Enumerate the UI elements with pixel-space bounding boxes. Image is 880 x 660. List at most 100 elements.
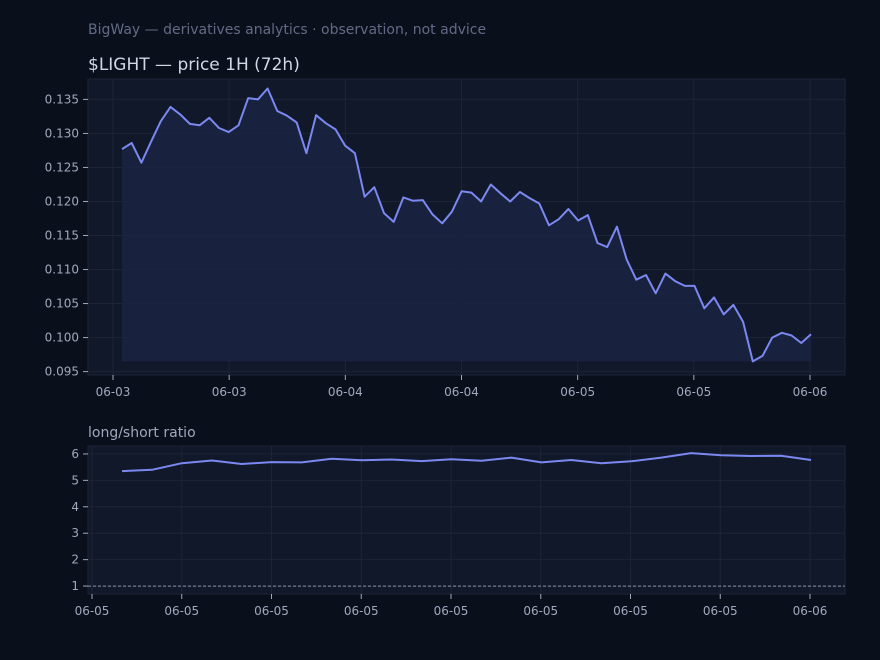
- p-point-27: [381, 210, 387, 216]
- p-y-tick-label-4: 0.115: [45, 229, 79, 243]
- p-point-28: [391, 219, 397, 225]
- r-point-15: [568, 457, 574, 463]
- p-point-70: [798, 340, 804, 346]
- p-point-20: [313, 112, 319, 118]
- p-point-61: [711, 294, 717, 300]
- p-point-13: [245, 95, 251, 101]
- ratio-y-axis: 1 2 3 4 5 6: [71, 447, 88, 593]
- p-point-38: [488, 181, 494, 187]
- p-point-30: [410, 198, 416, 204]
- p-y-tick-label-2: 0.105: [45, 297, 79, 311]
- r-point-8: [359, 457, 365, 463]
- r-y-tick-label-1: 2: [71, 553, 79, 567]
- r-point-6: [299, 459, 305, 465]
- p-point-45: [556, 216, 562, 222]
- p-point-33: [439, 220, 445, 226]
- p-point-11: [226, 129, 232, 135]
- p-point-1: [129, 140, 135, 146]
- p-point-8: [197, 122, 203, 128]
- r-point-10: [419, 458, 425, 464]
- ratio-x-axis: 06-05 06-05 06-05 06-05 06-05 06-05 06-05 06-05…: [75, 594, 828, 618]
- p-x-tick-label-1: 06-03: [212, 385, 247, 399]
- p-point-24: [352, 150, 358, 156]
- r-x-tick-label-5: 06-05: [523, 604, 558, 618]
- p-x-tick-label-5: 06-05: [676, 385, 711, 399]
- p-point-14: [255, 96, 261, 102]
- p-point-59: [692, 283, 698, 289]
- p-point-9: [206, 115, 212, 121]
- p-point-5: [168, 104, 174, 110]
- p-point-56: [662, 271, 668, 277]
- p-point-47: [575, 218, 581, 224]
- r-y-tick-label-2: 3: [71, 526, 79, 540]
- r-point-11: [449, 456, 455, 462]
- p-point-48: [585, 212, 591, 218]
- p-point-34: [449, 209, 455, 215]
- p-point-4: [158, 118, 164, 124]
- p-point-0: [119, 146, 125, 152]
- r-point-14: [538, 459, 544, 465]
- p-point-60: [701, 305, 707, 311]
- r-x-tick-label-8: 06-06: [793, 604, 828, 618]
- p-point-17: [284, 113, 290, 119]
- p-point-3: [148, 139, 154, 145]
- p-point-65: [750, 358, 756, 364]
- r-point-21: [748, 453, 754, 459]
- r-point-22: [778, 453, 784, 459]
- r-point-20: [718, 452, 724, 458]
- p-point-51: [614, 224, 620, 230]
- p-y-tick-label-8: 0.135: [45, 92, 79, 106]
- p-point-42: [527, 195, 533, 201]
- p-y-tick-label-1: 0.100: [45, 331, 79, 345]
- p-point-66: [759, 353, 765, 359]
- p-point-18: [294, 120, 300, 126]
- r-y-tick-label-3: 4: [71, 500, 79, 514]
- r-point-2: [179, 460, 185, 466]
- p-y-tick-label-6: 0.125: [45, 160, 79, 174]
- p-point-68: [779, 330, 785, 336]
- r-point-12: [478, 458, 484, 464]
- p-x-tick-label-4: 06-05: [560, 385, 595, 399]
- p-point-19: [303, 150, 309, 156]
- p-x-tick-label-3: 06-04: [444, 385, 479, 399]
- price-y-axis: 0.095 0.100 0.105 0.110 0.115 0.120 0.125 0.130…: [45, 92, 88, 379]
- p-point-49: [595, 240, 601, 246]
- p-y-tick-label-3: 0.110: [45, 263, 79, 277]
- r-point-23: [808, 457, 814, 463]
- r-point-1: [149, 467, 155, 473]
- p-y-tick-label-0: 0.095: [45, 365, 79, 379]
- p-point-67: [769, 335, 775, 341]
- p-point-57: [672, 278, 678, 284]
- p-point-29: [400, 194, 406, 200]
- ratio-line: [121, 452, 812, 473]
- p-point-58: [682, 283, 688, 289]
- p-point-50: [604, 244, 610, 250]
- p-y-tick-label-7: 0.130: [45, 126, 79, 140]
- p-point-35: [459, 188, 465, 194]
- r-x-tick-label-3: 06-05: [344, 604, 379, 618]
- r-y-tick-label-0: 1: [71, 579, 79, 593]
- p-point-44: [546, 222, 552, 228]
- price-area-fill: [122, 88, 811, 362]
- p-point-23: [342, 143, 348, 149]
- r-x-tick-label-6: 06-05: [613, 604, 648, 618]
- r-point-3: [209, 458, 215, 464]
- price-x-axis: 06-03 06-03 06-04 06-04 06-05 06-05 06-06: [96, 375, 827, 399]
- p-point-43: [536, 201, 542, 207]
- r-point-17: [628, 458, 634, 464]
- p-point-12: [235, 122, 241, 128]
- r-y-tick-label-4: 5: [71, 473, 79, 487]
- p-point-26: [371, 184, 377, 190]
- p-y-tick-label-5: 0.120: [45, 194, 79, 208]
- p-point-31: [420, 197, 426, 203]
- r-point-0: [119, 468, 125, 474]
- p-point-41: [517, 189, 523, 195]
- price-chart-title: $LIGHT — price 1H (72h): [88, 55, 300, 75]
- p-point-46: [565, 206, 571, 212]
- p-point-36: [468, 190, 474, 196]
- ratio-chart-title: long/short ratio: [88, 425, 196, 441]
- r-x-tick-label-0: 06-05: [75, 604, 110, 618]
- page-header: BigWay — derivatives analytics · observa…: [88, 22, 486, 38]
- p-point-54: [643, 272, 649, 278]
